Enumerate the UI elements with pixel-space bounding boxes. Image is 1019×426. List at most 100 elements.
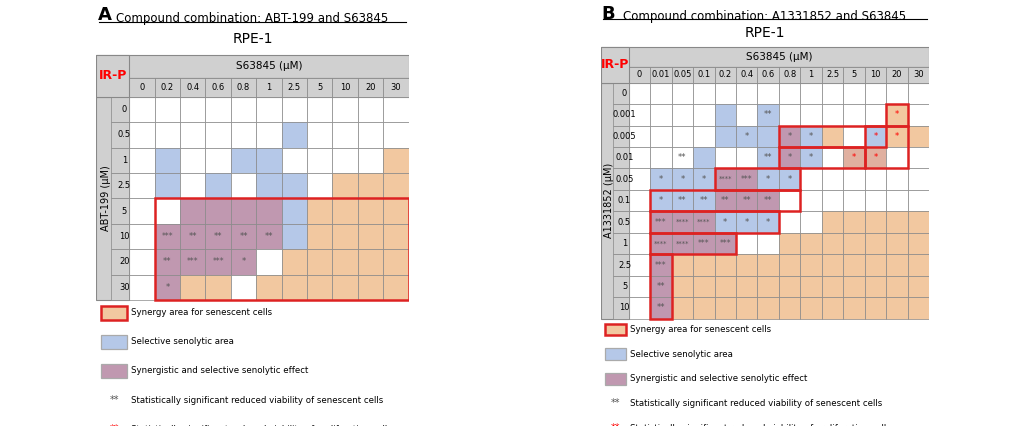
Bar — [281, 148, 307, 173]
Bar — [129, 122, 155, 148]
Bar — [779, 211, 800, 233]
Bar — [736, 83, 757, 104]
Text: ****: **** — [675, 219, 689, 225]
Bar — [757, 276, 779, 297]
Bar — [129, 224, 155, 249]
Bar — [96, 97, 129, 300]
Bar — [800, 83, 821, 104]
Bar — [383, 78, 409, 97]
Bar — [101, 305, 126, 320]
Bar — [671, 297, 693, 319]
Bar — [671, 190, 693, 211]
Bar — [256, 173, 281, 199]
Bar — [180, 122, 205, 148]
Text: 20: 20 — [365, 83, 375, 92]
Bar — [864, 126, 907, 168]
Text: ****: **** — [717, 176, 732, 182]
Bar — [821, 168, 843, 190]
Text: **: ** — [656, 303, 664, 313]
Bar — [307, 97, 332, 122]
Bar — [800, 233, 821, 254]
Bar — [886, 254, 907, 276]
Bar — [757, 190, 779, 211]
Bar — [736, 168, 757, 190]
Bar — [600, 66, 928, 83]
Bar — [383, 97, 409, 122]
Bar — [907, 147, 928, 168]
Text: *: * — [701, 175, 705, 184]
Bar — [649, 83, 671, 104]
Text: 5: 5 — [851, 70, 856, 79]
Bar — [281, 224, 307, 249]
Bar — [649, 233, 671, 254]
Text: 0: 0 — [140, 83, 145, 92]
Text: 0.6: 0.6 — [211, 83, 224, 92]
Bar — [693, 104, 714, 126]
Bar — [864, 190, 886, 211]
Bar — [358, 78, 383, 97]
Bar — [332, 249, 358, 274]
Bar — [256, 274, 281, 300]
Bar — [332, 173, 358, 199]
Bar — [612, 254, 628, 276]
Bar — [886, 66, 907, 83]
Bar — [671, 104, 693, 126]
Text: 0: 0 — [121, 105, 127, 114]
Bar — [736, 211, 757, 233]
Bar — [800, 126, 821, 147]
Bar — [907, 126, 928, 147]
Bar — [604, 373, 626, 385]
Bar — [332, 78, 358, 97]
Text: 0.5: 0.5 — [118, 130, 130, 139]
Bar — [907, 104, 928, 126]
Bar — [358, 122, 383, 148]
Text: 0.1: 0.1 — [618, 196, 631, 205]
Bar — [907, 190, 928, 211]
Bar — [612, 276, 628, 297]
Bar — [649, 211, 779, 233]
Bar — [600, 83, 628, 319]
Bar — [649, 233, 736, 254]
Bar — [281, 78, 307, 97]
Bar — [612, 211, 628, 233]
Bar — [714, 276, 736, 297]
Text: **: ** — [656, 282, 664, 291]
Bar — [256, 78, 281, 97]
Text: **: ** — [763, 153, 771, 162]
Bar — [843, 147, 864, 168]
Bar — [886, 126, 907, 147]
Text: RPE-1: RPE-1 — [744, 26, 785, 40]
Text: ABT-199 (μM): ABT-199 (μM) — [101, 166, 110, 231]
Bar — [332, 274, 358, 300]
Bar — [886, 297, 907, 319]
Bar — [821, 83, 843, 104]
Bar — [907, 83, 928, 104]
Bar — [757, 168, 779, 190]
Bar — [358, 199, 383, 224]
Bar — [649, 276, 671, 297]
Bar — [383, 249, 409, 274]
Text: *: * — [872, 153, 876, 162]
Text: *: * — [744, 132, 748, 141]
Bar — [757, 211, 779, 233]
Bar — [604, 323, 626, 335]
Bar — [649, 66, 671, 83]
Bar — [155, 173, 180, 199]
Bar — [757, 254, 779, 276]
Bar — [800, 297, 821, 319]
Bar — [230, 224, 256, 249]
Bar — [736, 297, 757, 319]
Bar — [628, 66, 649, 83]
Bar — [230, 148, 256, 173]
Bar — [736, 104, 757, 126]
Text: *: * — [744, 218, 748, 227]
Bar — [383, 173, 409, 199]
Text: B: B — [601, 6, 614, 23]
Bar — [800, 66, 821, 83]
Bar — [628, 190, 649, 211]
Bar — [358, 274, 383, 300]
Bar — [155, 78, 180, 97]
Bar — [800, 168, 821, 190]
Bar — [180, 97, 205, 122]
Text: 5: 5 — [317, 83, 322, 92]
